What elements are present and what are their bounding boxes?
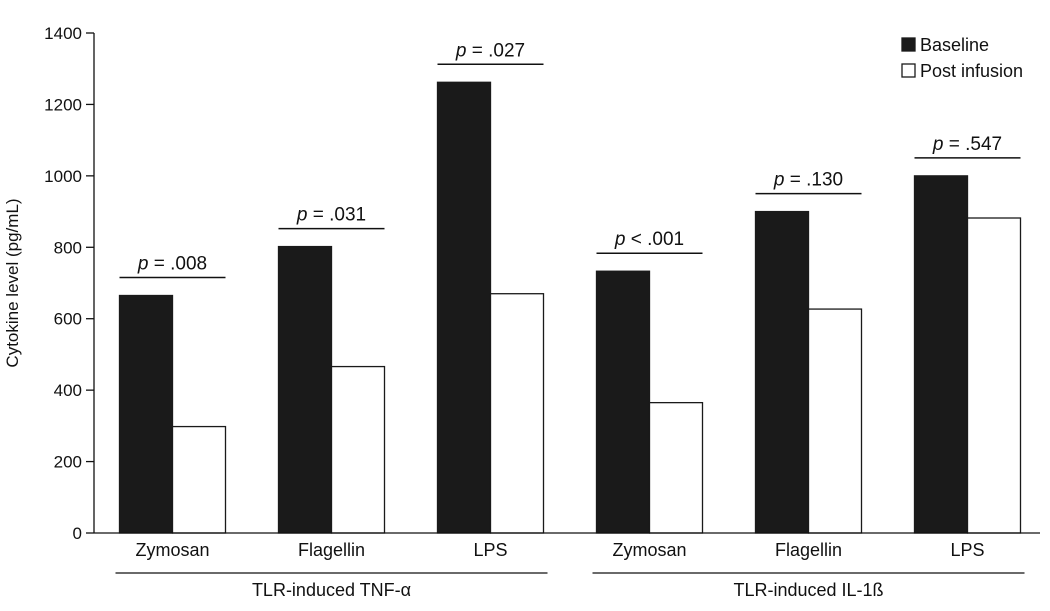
p-symbol: p	[932, 134, 944, 155]
category-label: LPS	[473, 540, 507, 560]
group-label: TLR-induced TNF-α	[252, 580, 411, 600]
p-symbol: p	[773, 170, 785, 191]
category-label: Zymosan	[135, 540, 209, 560]
post-infusion-bar	[489, 293, 545, 534]
category-label: Flagellin	[775, 540, 842, 560]
p-value-label: p = .031	[296, 205, 366, 226]
baseline-bar	[913, 175, 969, 534]
p-value-label: p < .001	[614, 229, 684, 250]
y-tick-label: 1400	[44, 24, 82, 43]
post-infusion-bar	[807, 308, 863, 534]
category-label: Flagellin	[298, 540, 365, 560]
y-axis: 0 200 400 600 800 1000 1200 1400 Cytokine level …	[3, 24, 95, 543]
p-symbol: p	[614, 229, 626, 250]
p-value: = .031	[307, 205, 366, 226]
y-tick-label: 1000	[44, 167, 82, 186]
x-axis: Zymosan Flagellin LPS Zymosan Flagellin LPS TL…	[94, 532, 1040, 600]
p-value: < .001	[625, 229, 684, 250]
y-axis-label: Cytokine level (pg/mL)	[3, 198, 22, 367]
p-value-label: p = .008	[137, 254, 207, 275]
y-tick-label: 200	[54, 453, 82, 472]
legend: Baseline Post infusion	[901, 35, 1023, 81]
y-tick-label: 800	[54, 238, 82, 257]
p-value: = .547	[943, 134, 1002, 155]
p-value-label: p = .027	[455, 40, 525, 61]
y-tick-label: 600	[54, 310, 82, 329]
legend-label: Baseline	[920, 35, 989, 55]
bars	[118, 81, 1022, 534]
category-label: Zymosan	[612, 540, 686, 560]
y-tick-label: 0	[73, 524, 82, 543]
category-label: LPS	[950, 540, 984, 560]
p-value: = .130	[784, 170, 843, 191]
p-value: = .008	[148, 254, 207, 275]
p-symbol: p	[296, 205, 308, 226]
p-value: = .027	[466, 40, 525, 61]
post-infusion-bar	[648, 401, 704, 534]
group-label: TLR-induced IL-1ß	[733, 580, 883, 600]
post-infusion-bar	[171, 425, 227, 534]
p-symbol: p	[137, 254, 149, 275]
baseline-bar	[118, 294, 174, 534]
baseline-bar	[436, 81, 492, 534]
legend-swatch	[901, 63, 916, 78]
y-tick-label: 400	[54, 381, 82, 400]
legend-label: Post infusion	[920, 61, 1023, 81]
p-symbol: p	[455, 40, 467, 61]
legend-swatch	[901, 37, 916, 52]
post-infusion-bar	[330, 365, 386, 534]
post-infusion-bar	[966, 217, 1022, 534]
baseline-bar	[277, 245, 333, 534]
p-value-label: p = .130	[773, 170, 843, 191]
p-value-label: p = .547	[932, 134, 1002, 155]
y-tick-label: 1200	[44, 95, 82, 114]
baseline-bar	[595, 270, 651, 534]
baseline-bar	[754, 210, 810, 534]
